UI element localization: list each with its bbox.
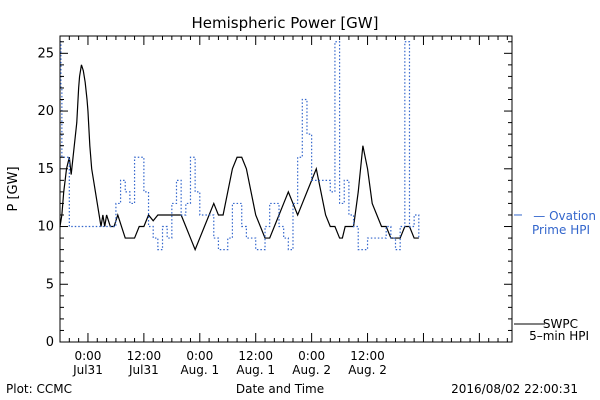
x-tick-label-time: 12:00 — [350, 349, 385, 363]
plot-frame — [59, 35, 513, 343]
series-ovation-prime-line — [60, 41, 420, 251]
x-tick-label-date: Aug. 1 — [180, 363, 219, 377]
plot-timestamp: 2016/08/02 22:00:31 — [451, 382, 578, 396]
x-axis-label: Date and Time — [236, 382, 324, 396]
x-tick-label-date: Aug. 2 — [348, 363, 387, 377]
x-tick-label-date: Jul31 — [72, 363, 103, 377]
y-tick-label: 10 — [37, 220, 54, 235]
y-tick-label: 15 — [37, 162, 54, 177]
x-tick-label-time: 0:00 — [298, 349, 325, 363]
y-axis: 0 5 10 15 20 25 — [37, 41, 512, 350]
x-tick-label-date: Jul31 — [128, 363, 159, 377]
series-swpc-line — [59, 64, 419, 252]
plot-credit: Plot: CCMC — [6, 382, 72, 396]
y-tick-label: 5 — [46, 277, 54, 292]
x-tick-label-time: 0:00 — [74, 349, 101, 363]
x-tick-label-date: Aug. 1 — [236, 363, 275, 377]
legend-swpc-label-2: 5–min HPI — [529, 329, 589, 343]
legend-ovation-label-2: Prime HPI — [532, 223, 590, 237]
x-tick-label-time: 12:00 — [127, 349, 162, 363]
x-tick-label-time: 0:00 — [186, 349, 213, 363]
plot-area — [59, 35, 513, 343]
series-layer — [59, 41, 420, 252]
y-tick-label: 20 — [37, 104, 54, 119]
y-tick-label: 25 — [37, 46, 54, 61]
legend-swpc-label-1: SWPC — [543, 317, 578, 331]
x-tick-label-date: Aug. 2 — [292, 363, 331, 377]
x-tick-label-time: 12:00 — [238, 349, 273, 363]
legend-ovation-label-1: — Ovation — [533, 209, 596, 223]
y-axis-label: P [GW] — [6, 166, 21, 211]
chart-title: Hemispheric Power [GW] — [192, 14, 379, 32]
y-tick-label: 0 — [46, 335, 54, 350]
